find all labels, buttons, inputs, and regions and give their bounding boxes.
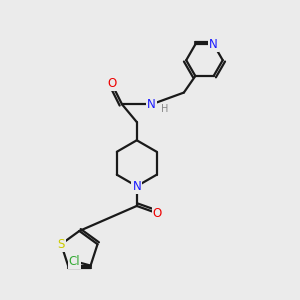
Text: N: N <box>147 98 156 111</box>
Text: H: H <box>161 104 168 114</box>
Text: N: N <box>209 38 218 51</box>
Text: S: S <box>57 238 65 251</box>
Text: N: N <box>132 180 141 193</box>
Text: O: O <box>107 77 116 90</box>
Text: Cl: Cl <box>69 255 80 268</box>
Text: O: O <box>153 207 162 220</box>
